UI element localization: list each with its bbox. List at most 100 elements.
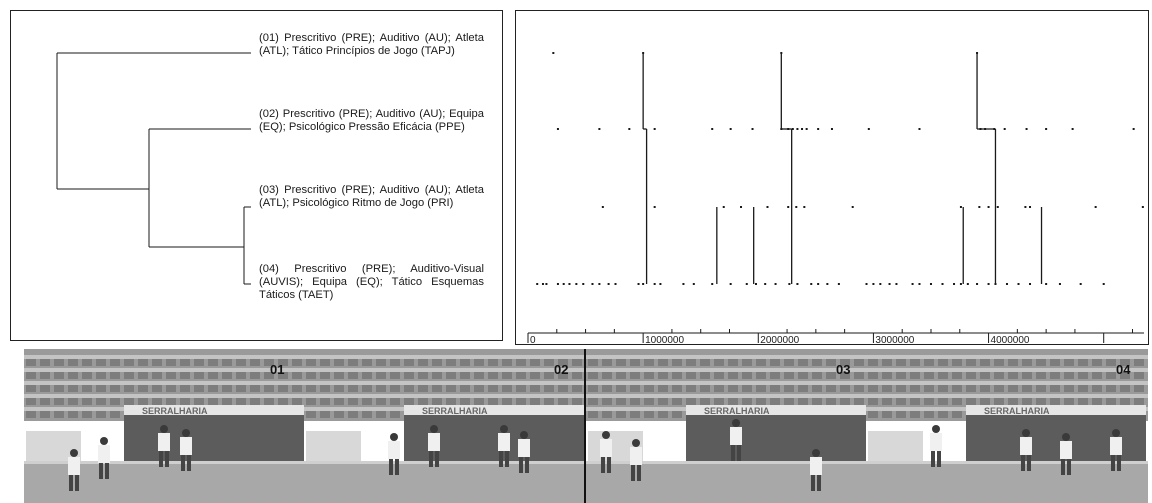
- event-point-02-2: [628, 128, 631, 130]
- video-frame-image-01: SERRALHARIA: [24, 349, 304, 503]
- event-point-04-17: [692, 283, 695, 285]
- event-point-04-5: [568, 283, 571, 285]
- event-point-04-48: [1045, 283, 1048, 285]
- event-point-02-24: [1132, 128, 1135, 130]
- event-point-02-12: [805, 128, 808, 130]
- event-point-03-0: [601, 206, 604, 208]
- event-point-02-11: [801, 128, 804, 130]
- event-point-03-5: [787, 206, 790, 208]
- event-point-04-39: [953, 283, 956, 285]
- dendrogram-join-02-0304: [57, 129, 150, 247]
- svg-text:SERRALHARIA: SERRALHARIA: [984, 406, 1050, 416]
- event-point-04-0: [536, 283, 539, 285]
- cluster-label-03: (03) Prescritivo (PRE); Auditivo (AU); A…: [259, 184, 484, 209]
- event-point-04-3: [556, 283, 559, 285]
- dendrogram-join-03-04: [149, 207, 245, 284]
- x-tick-label-1: 1000000: [645, 335, 684, 345]
- event-point-04-32: [879, 283, 882, 285]
- event-point-02-23: [1071, 128, 1074, 130]
- event-point-04-37: [929, 283, 932, 285]
- timeline-chart: 0 1000000 2000000 3000000 4000000: [527, 52, 1144, 345]
- event-point-02-13: [817, 128, 820, 130]
- event-point-04-16: [682, 283, 685, 285]
- event-point-04-20: [745, 283, 748, 285]
- event-point-02-6: [751, 128, 754, 130]
- event-point-02-21: [1025, 128, 1028, 130]
- event-point-03-8: [851, 206, 854, 208]
- event-point-04-19: [729, 283, 732, 285]
- event-point-04-31: [872, 283, 875, 285]
- event-point-04-43: [987, 283, 990, 285]
- video-frame-strip: SERRALHARIA 01 SERRALHARIA 02 SERRALHARI…: [24, 349, 1148, 503]
- cluster-label-02: (02) Prescritivo (PRE); Auditivo (AU); E…: [259, 108, 484, 133]
- event-point-02-10: [796, 128, 799, 130]
- event-point-04-33: [888, 283, 891, 285]
- event-point-04-15: [659, 283, 662, 285]
- event-point-04-13: [642, 283, 645, 285]
- event-point-03-10: [978, 206, 981, 208]
- event-point-04-26: [810, 283, 813, 285]
- event-point-04-9: [598, 283, 601, 285]
- event-point-04-2: [545, 283, 548, 285]
- event-point-03-9: [959, 206, 962, 208]
- event-point-04-18: [711, 283, 714, 285]
- x-tick-label-0: 0: [530, 335, 536, 345]
- event-point-04-36: [918, 283, 921, 285]
- dendrogram-panel: (01) Prescritivo (PRE); Auditivo (AU); A…: [10, 10, 503, 341]
- event-point-02-14: [830, 128, 833, 130]
- dendrogram-tree: [56, 52, 251, 285]
- video-frame-03: SERRALHARIA 03: [586, 349, 866, 503]
- event-point-03-12: [996, 206, 999, 208]
- event-point-04-11: [614, 283, 617, 285]
- video-frame-04: SERRALHARIA 04: [866, 349, 1148, 503]
- event-point-03-3: [740, 206, 743, 208]
- event-point-02-22: [1045, 128, 1048, 130]
- event-point-03-4: [766, 206, 769, 208]
- event-point-04-40: [959, 283, 962, 285]
- event-point-04-6: [575, 283, 578, 285]
- event-point-02-16: [918, 128, 921, 130]
- svg-text:SERRALHARIA: SERRALHARIA: [142, 406, 208, 416]
- video-frame-image-02: SERRALHARIA: [304, 349, 584, 503]
- event-point-04-24: [788, 283, 791, 285]
- event-point-04-45: [1005, 283, 1008, 285]
- event-point-03-15: [1094, 206, 1097, 208]
- timeline-panel: 0 1000000 2000000 3000000 4000000: [515, 10, 1149, 345]
- event-point-04-8: [591, 283, 594, 285]
- frame-number-01: 01: [270, 362, 285, 377]
- event-point-04-41: [966, 283, 969, 285]
- x-tick-label-2: 2000000: [760, 335, 799, 345]
- event-point-04-35: [911, 283, 914, 285]
- event-point-04-23: [774, 283, 777, 285]
- event-point-02-4: [711, 128, 714, 130]
- event-point-02-1: [598, 128, 601, 130]
- event-point-04-51: [1102, 283, 1105, 285]
- event-point-04-10: [607, 283, 610, 285]
- event-point-03-11: [987, 206, 990, 208]
- event-point-04-25: [796, 283, 799, 285]
- event-point-03-6: [795, 206, 798, 208]
- event-point-03-14: [1029, 206, 1032, 208]
- video-frame-02: SERRALHARIA 02: [304, 349, 584, 503]
- event-point-04-30: [865, 283, 868, 285]
- event-point-04-42: [976, 283, 979, 285]
- video-frame-image-04: SERRALHARIA: [866, 349, 1148, 503]
- event-point-03-7: [803, 206, 806, 208]
- event-point-04-34: [895, 283, 898, 285]
- event-point-04-27: [817, 283, 820, 285]
- event-point-04-22: [764, 283, 767, 285]
- event-point-03-13: [1024, 206, 1027, 208]
- cluster-label-04: (04) Prescritivo (PRE); Auditivo-Visual …: [259, 263, 484, 301]
- event-point-02-9: [791, 128, 794, 130]
- event-point-04-50: [1079, 283, 1082, 285]
- event-point-02-5: [729, 128, 732, 130]
- frame-number-02: 02: [554, 362, 569, 377]
- event-point-04-14: [653, 283, 656, 285]
- frame-number-03: 03: [836, 362, 851, 377]
- event-point-04-28: [826, 283, 829, 285]
- video-frame-01: SERRALHARIA 01: [24, 349, 304, 503]
- svg-text:SERRALHARIA: SERRALHARIA: [422, 406, 488, 416]
- cluster-label-01: (01) Prescritivo (PRE); Auditivo (AU); A…: [259, 32, 484, 57]
- event-point-04-12: [637, 283, 640, 285]
- svg-text:SERRALHARIA: SERRALHARIA: [704, 406, 770, 416]
